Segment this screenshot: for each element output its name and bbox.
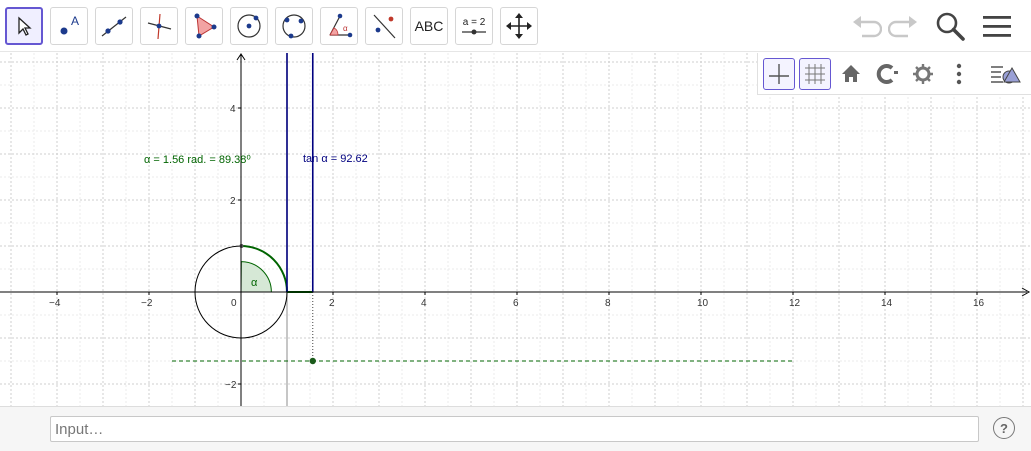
toggle-style-bar-button[interactable] xyxy=(989,58,1021,90)
circle-three-points-icon xyxy=(282,14,306,39)
label-style-icon xyxy=(876,64,898,84)
search-button[interactable] xyxy=(932,9,968,43)
x-tick-label: 12 xyxy=(789,298,801,309)
slider-icon: a = 2 xyxy=(460,17,488,36)
undo-button[interactable] xyxy=(848,9,884,43)
algebra-input-field[interactable] xyxy=(50,416,979,442)
search-icon xyxy=(936,12,965,41)
x-tick-label: 8 xyxy=(605,298,611,309)
home-icon xyxy=(842,65,860,82)
main-menu-button[interactable] xyxy=(979,9,1015,43)
x-tick-label: 2 xyxy=(329,298,335,309)
angle-value-text: α = 1.56 rad. = 89.38⁰ xyxy=(144,154,251,166)
angle-tool-button[interactable]: α xyxy=(320,7,358,45)
tick-labels: −4 −2 0 2 4 6 8 10 12 14 16 4 2 −2 xyxy=(49,104,985,391)
graphics-view[interactable]: −4 −2 0 2 4 6 8 10 12 14 16 4 2 −2 α = 1.56 rad. = 89… xyxy=(0,53,1031,406)
text-icon: ABC xyxy=(414,18,444,34)
x-tick-label: 4 xyxy=(421,298,427,309)
move-view-icon xyxy=(506,13,532,39)
x-tick-label: 10 xyxy=(697,298,709,309)
y-tick-label: 2 xyxy=(230,196,236,207)
angle-label: α xyxy=(251,277,258,289)
svg-text:A: A xyxy=(71,14,79,28)
y-tick-label: 4 xyxy=(230,104,236,115)
x-tick-label: −4 xyxy=(49,298,61,309)
svg-text:α: α xyxy=(343,24,348,33)
x-tick-label: 14 xyxy=(881,298,893,309)
graphics-settings-button[interactable] xyxy=(907,58,939,90)
move-tool-button[interactable] xyxy=(5,7,43,45)
text-tool-button[interactable]: ABC xyxy=(410,7,448,45)
coordinate-plane: −4 −2 0 2 4 6 8 10 12 14 16 4 2 −2 α = 1.56 rad. = 89… xyxy=(0,53,1031,406)
line-icon xyxy=(101,16,127,37)
grid-icon xyxy=(805,64,825,84)
show-axes-button[interactable] xyxy=(763,58,795,90)
x-tick-label: 6 xyxy=(513,298,519,309)
label-style-button[interactable] xyxy=(871,58,903,90)
polygon-tool-button[interactable] xyxy=(185,7,223,45)
x-axis-arrow xyxy=(1021,287,1031,297)
more-vertical-icon xyxy=(956,63,962,85)
input-help-button[interactable]: ? xyxy=(993,417,1015,439)
x-tick-label: 0 xyxy=(231,298,237,309)
move-graphics-view-tool-button[interactable] xyxy=(500,7,538,45)
circle-center-tool-button[interactable] xyxy=(230,7,268,45)
graphics-style-bar xyxy=(757,53,1031,95)
angle-icon: α xyxy=(329,13,353,38)
show-grid-button[interactable] xyxy=(799,58,831,90)
major-grid xyxy=(0,53,1031,406)
tangent-value-text: tan α = 92.62 xyxy=(303,153,368,165)
point-icon: A xyxy=(60,14,79,35)
circle-three-points-tool-button[interactable] xyxy=(275,7,313,45)
undo-icon xyxy=(853,16,882,38)
menu-icon xyxy=(983,16,1011,37)
reflect-icon xyxy=(373,14,396,39)
line-tool-button[interactable] xyxy=(95,7,133,45)
arc-alpha xyxy=(241,245,288,293)
circle-center-icon xyxy=(237,14,261,38)
point-tool-button[interactable]: A xyxy=(50,7,88,45)
x-tick-label: −2 xyxy=(141,298,153,309)
polygon-icon xyxy=(194,13,217,39)
settings-icon xyxy=(913,64,933,84)
angle-sector xyxy=(240,261,272,293)
axes-icon xyxy=(769,64,789,84)
minor-grid xyxy=(0,53,1031,406)
toggle-views-icon xyxy=(991,66,1021,84)
more-options-button[interactable] xyxy=(943,58,975,90)
y-axis-arrow xyxy=(236,53,246,61)
axes xyxy=(0,53,1031,406)
standard-view-button[interactable] xyxy=(835,58,867,90)
redo-button[interactable] xyxy=(886,9,922,43)
construction xyxy=(172,53,793,406)
perpendicular-line-icon xyxy=(147,13,172,40)
y-tick-label: −2 xyxy=(225,380,237,391)
redo-icon xyxy=(888,16,917,38)
slider-tool-button[interactable]: a = 2 xyxy=(455,7,493,45)
slider-point xyxy=(309,357,316,365)
cursor-arrow-icon xyxy=(18,16,32,36)
input-bar xyxy=(0,406,1031,451)
x-tick-label: 16 xyxy=(973,298,985,309)
perpendicular-line-tool-button[interactable] xyxy=(140,7,178,45)
toolbar: A xyxy=(0,0,1031,52)
reflect-tool-button[interactable] xyxy=(365,7,403,45)
